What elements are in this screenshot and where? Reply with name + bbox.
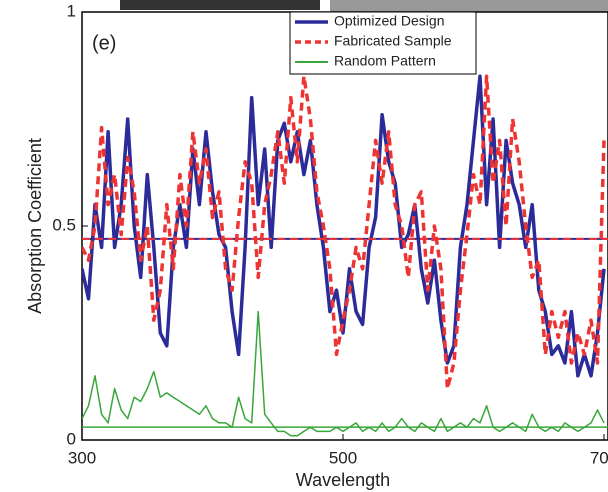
legend-label: Optimized Design — [334, 13, 445, 29]
y-tick-label: 0 — [67, 429, 76, 448]
plot-area — [81, 11, 608, 441]
y-tick-label: 1 — [67, 1, 76, 20]
legend-label: Random Pattern — [334, 53, 436, 69]
y-axis-label: Absorption Coefficient — [25, 138, 45, 314]
image-strip — [330, 0, 608, 12]
series-line — [82, 310, 605, 437]
series-line — [82, 74, 606, 391]
legend-label: Fabricated Sample — [334, 33, 452, 49]
x-tick-label: 700 — [590, 448, 608, 467]
series-line — [82, 74, 606, 378]
x-tick-label: 300 — [68, 448, 96, 467]
x-axis-label: Wavelength — [296, 470, 390, 490]
x-tick-label: 500 — [329, 448, 357, 467]
annotation: (e) — [92, 32, 116, 54]
series-group — [82, 74, 608, 437]
image-strip — [120, 0, 320, 10]
legend: Optimized Design Fabricated Sample Random … — [289, 11, 477, 75]
y-tick-label: 0.5 — [52, 215, 76, 234]
